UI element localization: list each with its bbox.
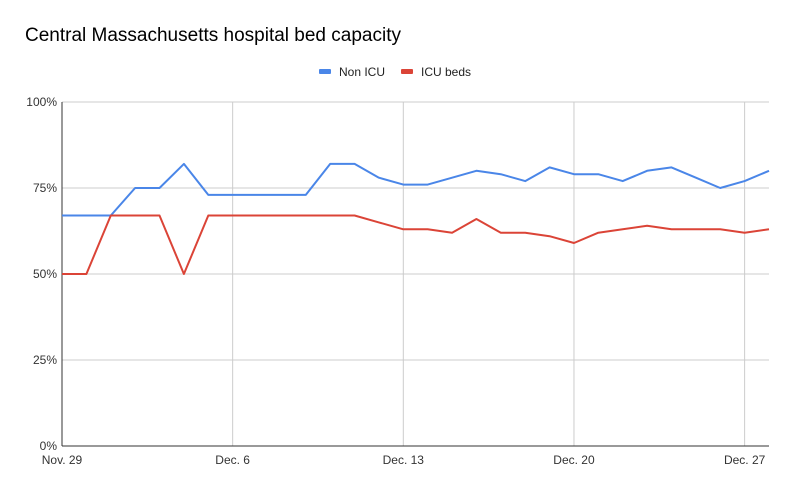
series-line-0 — [62, 162, 770, 217]
x-tick-label: Dec. 27 — [724, 453, 766, 467]
legend-swatch-1 — [401, 69, 413, 74]
y-tick-label: 25% — [33, 353, 57, 367]
x-tick-label: Dec. 13 — [383, 453, 425, 467]
x-tick-label: Dec. 20 — [553, 453, 595, 467]
x-tick-label: Nov. 29 — [42, 453, 83, 467]
chart-title: Central Massachusetts hospital bed capac… — [25, 25, 401, 46]
y-tick-label: 0% — [40, 439, 58, 453]
series-line-1 — [62, 214, 770, 275]
y-tick-label: 100% — [26, 95, 57, 109]
legend-swatch-0 — [319, 69, 331, 74]
y-tick-label: 50% — [33, 267, 57, 281]
x-tick-label: Dec. 6 — [215, 453, 250, 467]
legend-label-1: ICU beds — [421, 65, 471, 79]
y-tick-label: 75% — [33, 181, 57, 195]
legend-label-0: Non ICU — [339, 65, 385, 79]
